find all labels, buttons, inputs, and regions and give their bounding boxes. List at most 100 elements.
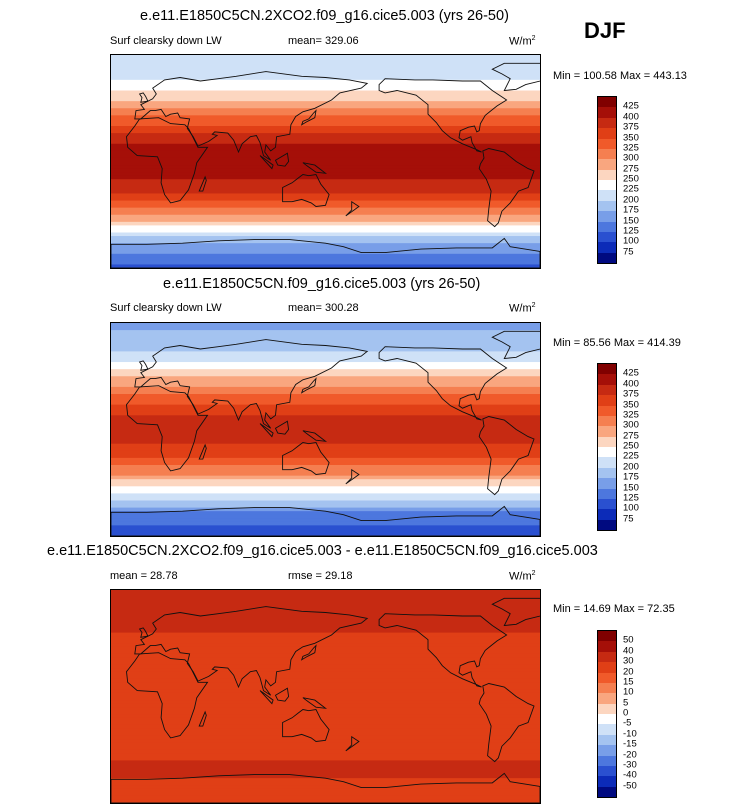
colorbar-swatch bbox=[598, 107, 616, 118]
colorbar-tick-label: 275 bbox=[623, 163, 639, 175]
colorbar-swatch bbox=[598, 693, 616, 704]
zonal-band bbox=[111, 795, 540, 801]
map-svg bbox=[111, 323, 540, 536]
zonal-band bbox=[111, 771, 540, 776]
zonal-band bbox=[111, 189, 540, 195]
zonal-band bbox=[111, 330, 540, 335]
coastline-australia bbox=[282, 709, 330, 742]
colorbar-tick-label: 75 bbox=[623, 246, 634, 258]
colorbar-swatch bbox=[598, 457, 616, 468]
colorbar-swatch bbox=[598, 467, 616, 479]
zonal-band bbox=[111, 239, 540, 244]
zonal-band bbox=[111, 253, 540, 258]
colorbar-swatch bbox=[598, 415, 616, 427]
colorbar-tick-label: 250 bbox=[623, 173, 639, 185]
zonal-band bbox=[111, 340, 540, 345]
colorbar-swatch bbox=[598, 662, 616, 673]
colorbar-swatch bbox=[598, 128, 616, 139]
zonal-band bbox=[111, 425, 540, 431]
zonal-band bbox=[111, 333, 540, 338]
colorbar-tick-label: 150 bbox=[623, 482, 639, 493]
zonal-band bbox=[111, 486, 540, 491]
zonal-band bbox=[111, 182, 540, 187]
zonal-band bbox=[111, 629, 540, 634]
zonal-band bbox=[111, 411, 540, 416]
zonal-band bbox=[111, 260, 540, 266]
zonal-band bbox=[111, 650, 540, 655]
zonal-band bbox=[111, 418, 540, 423]
zonal-band bbox=[111, 532, 540, 536]
colorbar-tick-label: 125 bbox=[623, 225, 639, 237]
colorbar-tick-label: 100 bbox=[623, 235, 639, 247]
zonal-band bbox=[111, 735, 540, 740]
zonal-band bbox=[111, 724, 540, 730]
zonal-band bbox=[111, 218, 540, 223]
colorbar-swatch bbox=[598, 148, 616, 160]
zonal-band bbox=[111, 440, 540, 445]
zonal-band bbox=[111, 597, 540, 602]
zonal-band bbox=[111, 97, 540, 102]
coastline-indonesia2 bbox=[274, 152, 290, 167]
zonal-band bbox=[111, 143, 540, 148]
zonal-band bbox=[111, 507, 540, 512]
zonal-band bbox=[111, 646, 540, 651]
zonal-band bbox=[111, 422, 540, 427]
zonal-band bbox=[111, 685, 540, 690]
coastline-eurasia bbox=[134, 71, 369, 161]
zonal-band bbox=[111, 225, 540, 230]
panel1-title: e.e11.E1850C5CN.2XCO2.f09_g16.cice5.003 … bbox=[140, 8, 509, 24]
colorbar-swatch bbox=[598, 631, 616, 642]
zonal-band bbox=[111, 200, 540, 205]
colorbar-tick-label: 225 bbox=[623, 450, 639, 462]
zonal-band bbox=[111, 525, 540, 530]
zonal-band bbox=[111, 781, 540, 786]
colorbar-tick-label: -50 bbox=[623, 780, 637, 792]
zonal-band bbox=[111, 657, 540, 662]
zonal-band bbox=[111, 443, 540, 448]
coastline-greenland bbox=[491, 597, 540, 627]
colorbar-tick-label: 375 bbox=[623, 121, 639, 133]
colorbar-tick-label: 5 bbox=[623, 697, 629, 709]
map-svg bbox=[111, 590, 540, 803]
zonal-band bbox=[111, 383, 540, 388]
zonal-band bbox=[111, 518, 540, 523]
colorbar-tick-label: -20 bbox=[623, 749, 637, 760]
zonal-band bbox=[111, 504, 540, 509]
zonal-band bbox=[111, 83, 540, 88]
colorbar-tick-label: 200 bbox=[623, 461, 639, 473]
zonal-band bbox=[111, 479, 540, 484]
zonal-band bbox=[111, 493, 540, 498]
zonal-band bbox=[111, 799, 540, 803]
colorbar-swatch bbox=[598, 384, 616, 396]
colorbar-swatch bbox=[598, 651, 616, 663]
coastline-japan bbox=[300, 377, 317, 394]
colorbar-tick-label: -40 bbox=[623, 769, 637, 781]
zonal-band bbox=[111, 65, 540, 70]
zonal-band bbox=[111, 465, 540, 470]
zonal-band bbox=[111, 742, 540, 747]
zonal-band bbox=[111, 675, 540, 680]
colorbar-swatch bbox=[598, 190, 616, 201]
colorbar-swatch bbox=[598, 672, 616, 683]
zonal-band bbox=[111, 365, 540, 370]
zonal-band bbox=[111, 404, 540, 409]
panel1-map bbox=[110, 54, 541, 269]
zonal-band bbox=[111, 461, 540, 466]
panel1-units-label: W/m2 bbox=[509, 35, 536, 48]
zonal-band bbox=[111, 372, 540, 377]
zonal-band bbox=[111, 739, 540, 744]
zonal-band bbox=[111, 136, 540, 141]
colorbar-tick-label: 150 bbox=[623, 215, 639, 226]
coastline-antarctica bbox=[111, 772, 540, 803]
colorbar-tick-label: 0 bbox=[623, 707, 629, 719]
zonal-band bbox=[111, 618, 540, 623]
zonal-band bbox=[111, 500, 540, 505]
zonal-band bbox=[111, 354, 540, 360]
zonal-band bbox=[111, 767, 540, 772]
zonal-band bbox=[111, 664, 540, 669]
colorbar-tick-label: 400 bbox=[623, 111, 639, 123]
colorbar-tick-label: 325 bbox=[623, 142, 639, 154]
zonal-band bbox=[111, 150, 540, 155]
zonal-band bbox=[111, 763, 540, 769]
colorbar-swatch bbox=[598, 169, 616, 180]
